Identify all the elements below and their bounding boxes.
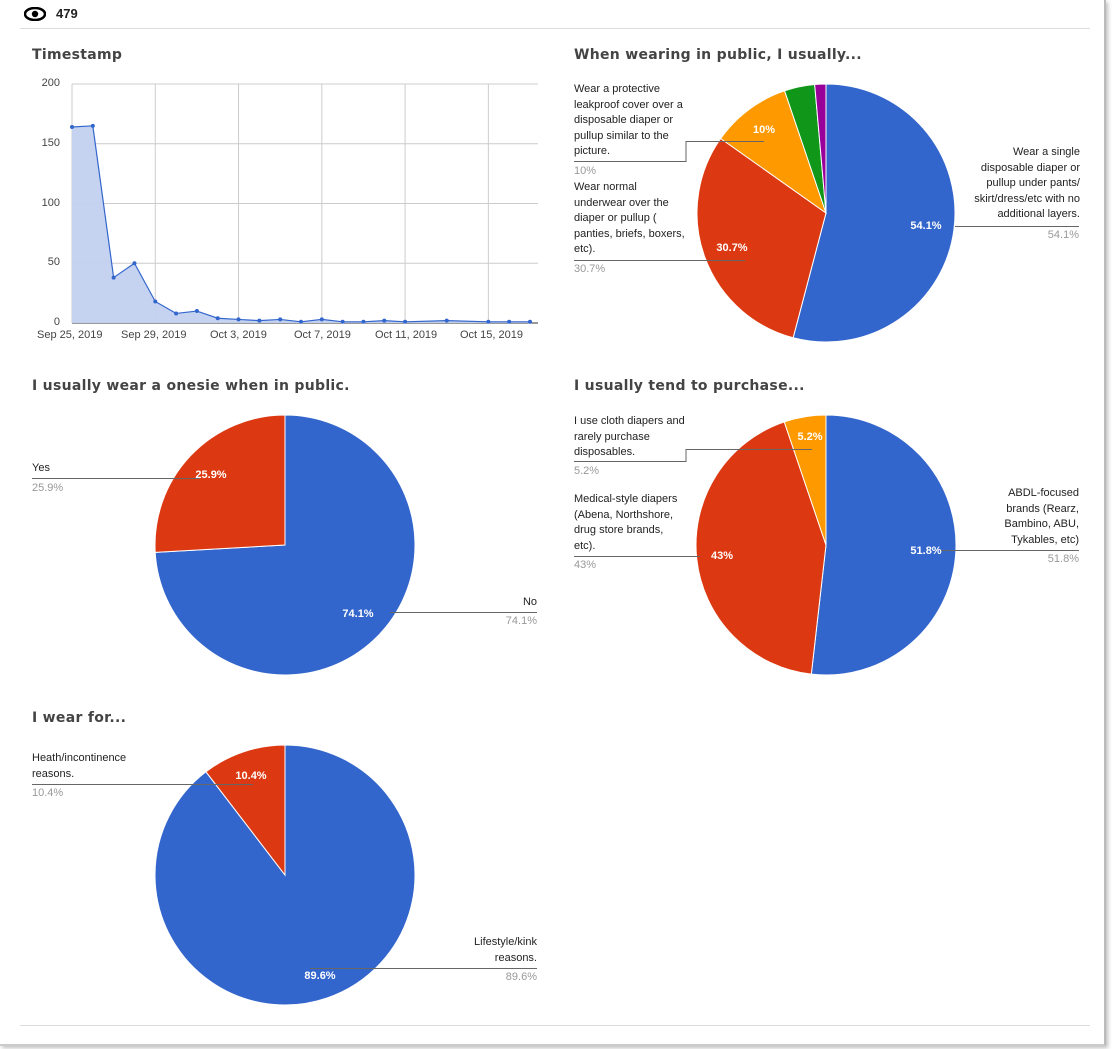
data-point bbox=[111, 275, 116, 280]
data-point bbox=[340, 319, 345, 324]
data-point bbox=[215, 316, 220, 321]
slice-label: Wear a protective leakproof cover over a… bbox=[574, 83, 683, 157]
x-tick: Sep 25, 2019 bbox=[37, 329, 103, 341]
eye-icon bbox=[24, 6, 46, 21]
pie-slice bbox=[696, 137, 827, 339]
slice-value-label: 74.1% bbox=[342, 608, 374, 620]
chart-title: Timestamp bbox=[32, 47, 123, 63]
pie-slice bbox=[814, 83, 827, 214]
slice-label: No bbox=[522, 596, 537, 608]
data-point bbox=[319, 317, 324, 322]
slice-value-label: 25.9% bbox=[195, 469, 227, 481]
divider bbox=[20, 1025, 1090, 1026]
data-point bbox=[90, 123, 95, 128]
views-count: 479 bbox=[56, 6, 78, 21]
slice-pct: 51.8% bbox=[1047, 553, 1079, 565]
slice-label: Medical-style diapers (Abena, Northshore… bbox=[574, 493, 678, 552]
slice-value-label: 54.1% bbox=[910, 220, 942, 232]
views-counter: 479 bbox=[24, 6, 78, 21]
data-point bbox=[257, 318, 262, 323]
slice-pct: 89.6% bbox=[505, 971, 537, 983]
reasons-pie bbox=[154, 744, 416, 1006]
x-tick: Sep 29, 2019 bbox=[121, 329, 187, 341]
slice-label: ABDL-focused brands (Rearz, Bambino, ABU… bbox=[1004, 487, 1079, 546]
data-point bbox=[299, 319, 303, 324]
data-point bbox=[194, 309, 199, 314]
slice-label: Lifestyle/kink reasons. bbox=[474, 936, 537, 964]
slice-pct: 10% bbox=[574, 165, 597, 177]
y-tick: 0 bbox=[53, 316, 60, 328]
pie-slice bbox=[719, 90, 827, 215]
leader-line bbox=[574, 449, 812, 462]
data-point bbox=[528, 319, 532, 324]
y-tick: 50 bbox=[47, 256, 60, 268]
slice-label: Wear normal underwear over the diaper or… bbox=[574, 181, 685, 255]
slice-value-label: 43% bbox=[710, 550, 734, 562]
data-point bbox=[70, 125, 74, 130]
data-point bbox=[236, 317, 241, 322]
data-point bbox=[444, 318, 449, 323]
slice-label: Yes bbox=[32, 462, 50, 474]
pie-slice bbox=[792, 83, 956, 343]
slice-value-label: 51.8% bbox=[910, 545, 942, 557]
data-point bbox=[486, 319, 491, 324]
slice-pct: 25.9% bbox=[32, 482, 64, 494]
pie-slice bbox=[695, 421, 827, 675]
data-point bbox=[361, 319, 366, 324]
onesie-pie bbox=[154, 414, 416, 676]
slice-label: I use cloth diapers and rarely purchase … bbox=[574, 415, 685, 458]
timestamp-chart bbox=[70, 83, 538, 324]
leader-line bbox=[574, 141, 764, 162]
data-point bbox=[153, 299, 158, 304]
data-point bbox=[382, 318, 387, 323]
chart-title: I usually tend to purchase... bbox=[574, 378, 805, 394]
data-point bbox=[174, 311, 179, 316]
leader-lines bbox=[32, 141, 1079, 969]
area-fill bbox=[72, 125, 530, 323]
slice-pct: 10.4% bbox=[32, 787, 64, 799]
slice-value-label: 89.6% bbox=[304, 970, 336, 982]
pie-slice bbox=[810, 414, 957, 676]
y-tick: 150 bbox=[41, 137, 60, 149]
x-tick: Oct 3, 2019 bbox=[210, 329, 267, 341]
x-tick: Oct 11, 2019 bbox=[375, 329, 438, 341]
x-tick: Oct 15, 2019 bbox=[460, 329, 523, 341]
public-wear-pie bbox=[696, 83, 956, 343]
pie-slice bbox=[783, 414, 827, 546]
slice-pct: 43% bbox=[574, 559, 597, 571]
slice-value-label: 10% bbox=[752, 124, 776, 136]
chart-title: I usually wear a onesie when in public. bbox=[32, 378, 350, 394]
chart-title: I wear for... bbox=[32, 710, 127, 726]
slice-label: Heath/incontinence reasons. bbox=[32, 752, 127, 780]
data-point bbox=[132, 261, 137, 266]
slice-pct: 54.1% bbox=[1047, 229, 1079, 241]
data-point bbox=[507, 319, 512, 324]
slice-pct: 5.2% bbox=[574, 465, 600, 477]
y-tick: 200 bbox=[41, 77, 60, 89]
data-point bbox=[403, 319, 408, 324]
pie-slice bbox=[205, 744, 286, 877]
slice-label: Wear a single disposable diaper or pullu… bbox=[974, 146, 1080, 220]
slice-pct: 74.1% bbox=[505, 615, 537, 627]
slice-pct: 30.7% bbox=[574, 263, 606, 275]
y-tick: 100 bbox=[41, 197, 60, 209]
x-tick: Oct 7, 2019 bbox=[294, 329, 351, 341]
chart-title: When wearing in public, I usually... bbox=[574, 47, 862, 63]
slice-value-label: 5.2% bbox=[797, 431, 823, 443]
pie-slice bbox=[154, 414, 286, 553]
divider bbox=[20, 28, 1090, 29]
data-point bbox=[278, 317, 283, 322]
slice-value-label: 30.7% bbox=[716, 242, 748, 254]
slice-value-label: 10.4% bbox=[235, 770, 267, 782]
purchase-pie bbox=[695, 414, 957, 676]
